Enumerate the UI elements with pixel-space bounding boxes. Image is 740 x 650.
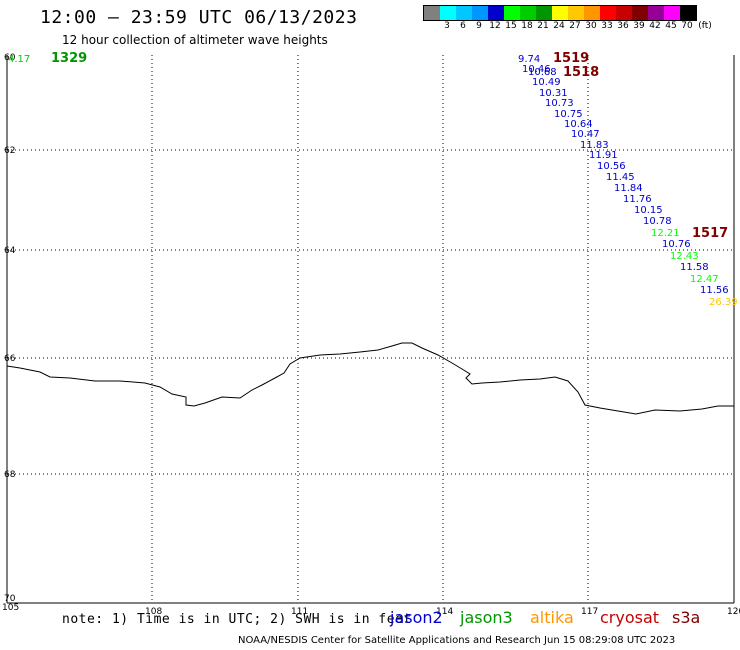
lat-tick-label: 70: [4, 594, 16, 604]
legend-label: 6: [460, 21, 466, 31]
pass-time-label: 1518: [563, 65, 599, 80]
legend-swatch: [552, 6, 568, 20]
swh-value: 10.73: [545, 98, 574, 109]
legend-swatch: [440, 6, 456, 20]
legend-label: 70: [681, 21, 693, 31]
lat-tick-label: 62: [4, 146, 15, 156]
legend-swatch: [648, 6, 664, 20]
lat-tick-label: 64: [4, 246, 16, 256]
legend-label: 9: [476, 21, 482, 31]
legend-swatch: [664, 6, 680, 20]
lon-tick-label: 120: [727, 607, 740, 617]
lon-tick-label: 111: [291, 607, 308, 617]
legend-label: 45: [665, 21, 677, 31]
legend-swatch: [584, 6, 600, 20]
legend-swatch: [536, 6, 552, 20]
swh-value: 10.64: [564, 119, 593, 130]
map-title: 12:00 – 23:59 UTC 06/13/2023: [40, 7, 358, 28]
legend-label: 27: [569, 21, 581, 31]
pass-time-labels: 1329 1519 1518 1517: [51, 51, 728, 241]
swh-value: 10.46: [522, 64, 551, 75]
lon-tick-label: 117: [581, 607, 598, 617]
swh-value: 4.17: [8, 54, 30, 65]
pass-time-label: 1519: [553, 51, 589, 66]
legend-label: 3: [444, 21, 450, 31]
swh-value: 10.78: [643, 216, 672, 227]
mission-label: altika: [530, 608, 574, 627]
mission-label: s3a: [672, 608, 701, 627]
swh-value: 10.75: [554, 109, 583, 120]
antarctic-coastline: [6, 342, 734, 415]
lon-tick-label: 108: [145, 607, 162, 617]
swh-value: 11.76: [623, 194, 652, 205]
legend-label: 36: [617, 21, 629, 31]
swh-value: 10.49: [532, 77, 561, 88]
mission-label: jason2: [390, 608, 443, 627]
legend-swatch: [472, 6, 488, 20]
legend-swatch: [600, 6, 616, 20]
credit-line: NOAA/NESDIS Center for Satellite Applica…: [238, 635, 676, 646]
wave-height-color-scale: [423, 5, 697, 21]
swh-value: 11.56: [700, 285, 729, 296]
lat-tick-label: 66: [4, 354, 16, 364]
legend-label: 39: [633, 21, 645, 31]
legend-label: 21: [537, 21, 549, 31]
graticule: [7, 55, 734, 603]
swh-value: 11.91: [589, 150, 618, 161]
lon-tick-label: 114: [436, 607, 453, 617]
legend-label: 30: [585, 21, 597, 31]
legend-label: 33: [601, 21, 613, 31]
swh-value: 11.83: [580, 140, 609, 151]
swh-value: 12.21: [651, 228, 680, 239]
legend-unit: (ft): [698, 21, 712, 31]
pass-time-label: 1517: [692, 226, 728, 241]
legend-label: 12: [489, 21, 501, 31]
swh-value: 10.76: [662, 239, 691, 250]
swh-value: 10.56: [597, 161, 626, 172]
swh-value: 9.74: [518, 54, 540, 65]
swh-value: 10.31: [539, 88, 568, 99]
legend-swatch: [424, 6, 440, 20]
swh-value: 12.43: [670, 251, 699, 262]
lat-tick-label: 68: [4, 470, 16, 480]
legend-swatch: [616, 6, 632, 20]
legend-label: 18: [521, 21, 533, 31]
map-frame: [6, 55, 735, 604]
footer-note: note: 1) Time is in UTC; 2) SWH is in fe…: [62, 612, 412, 627]
swh-value: 11.45: [606, 172, 635, 183]
axis-tick-labels: 105 108 111 114 117 120 60 62 64 66 68 7…: [2, 53, 740, 617]
legend-swatch: [456, 6, 472, 20]
swh-value: 10.15: [634, 205, 663, 216]
pass-time-label: 1329: [51, 51, 87, 66]
swh-value: 10.47: [571, 129, 600, 140]
mission-label: jason3: [460, 608, 513, 627]
legend-swatch: [632, 6, 648, 20]
lon-tick-label: 105: [2, 603, 19, 613]
legend-label: 15: [505, 21, 517, 31]
legend-swatch: [520, 6, 536, 20]
swh-value: 12.47: [690, 274, 719, 285]
map-subtitle: 12 hour collection of altimeter wave hei…: [62, 33, 328, 47]
wave-height-observations: 4.17 9.74 10.46 10.68 10.49 10.31 10.73 …: [8, 54, 738, 308]
legend-swatch: [568, 6, 584, 20]
legend-swatch: [504, 6, 520, 20]
swh-value: 11.84: [614, 183, 643, 194]
wave-height-scale-labels: 3 6 9 12 15 18 21 24 27 30 33 36 39 42 4…: [423, 21, 715, 31]
mission-label: cryosat: [600, 608, 660, 627]
lat-tick-label: 60: [4, 53, 16, 63]
legend-swatch: [680, 6, 696, 20]
swh-value: 11.58: [680, 262, 709, 273]
swh-value: 26.39: [709, 297, 738, 308]
legend-label: 42: [649, 21, 661, 31]
legend-swatch: [488, 6, 504, 20]
legend-label: 24: [553, 21, 565, 31]
swh-value: 10.68: [528, 67, 557, 78]
